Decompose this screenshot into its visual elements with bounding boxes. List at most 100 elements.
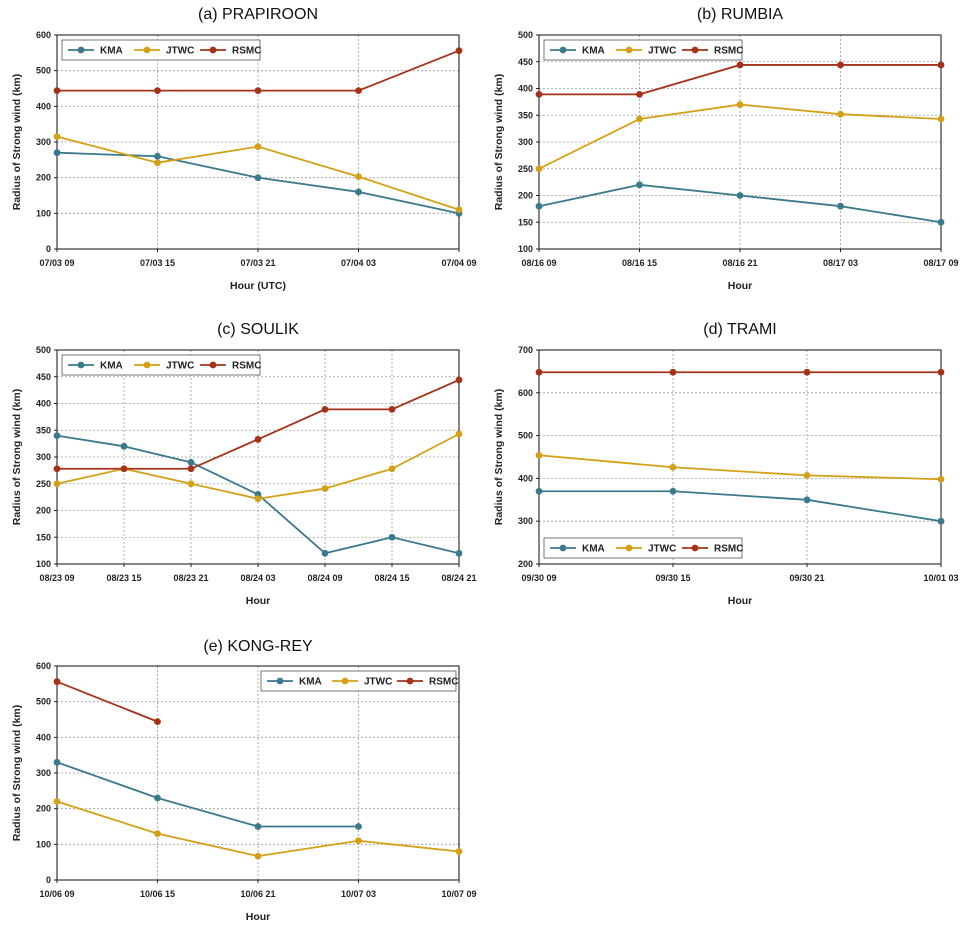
legend-swatch-marker [209, 46, 217, 54]
x-tick-label: 08/16 21 [722, 258, 757, 268]
legend-box [543, 39, 743, 61]
x-axis-label: Hour [728, 280, 753, 292]
y-axis-label: Radius of Strong wind (km) [11, 389, 23, 526]
x-tick-label: 09/30 15 [655, 573, 690, 583]
x-tick-label: 07/03 15 [140, 258, 175, 268]
series-kma [53, 149, 463, 217]
data-point [669, 463, 677, 471]
data-point [254, 143, 262, 151]
data-point [154, 794, 161, 802]
y-tick-label: 100 [518, 244, 533, 254]
data-point [455, 430, 463, 438]
legend-label: JTWC [648, 544, 676, 555]
legend-box [260, 670, 457, 692]
series-jtwc [53, 798, 463, 860]
y-tick-label: 350 [36, 425, 51, 435]
legend-label: JTWC [364, 677, 392, 688]
x-tick-label: 08/24 09 [307, 573, 342, 583]
y-tick-label: 150 [36, 532, 51, 542]
y-tick-label: 200 [36, 173, 51, 183]
x-tick-label: 08/16 09 [521, 258, 556, 268]
data-point [837, 61, 844, 69]
data-point [53, 87, 61, 95]
legend-swatch-marker [143, 46, 151, 54]
x-tick-label: 09/30 21 [789, 573, 824, 583]
legend-label: KMA [100, 361, 123, 372]
data-point [53, 480, 61, 488]
data-point [154, 87, 161, 95]
data-point [636, 115, 643, 123]
y-tick-label: 600 [518, 388, 533, 398]
legend-label: RSMC [714, 46, 743, 57]
chart-title: (d) TRAMI [703, 321, 776, 338]
legend-box [543, 537, 743, 559]
legend-label: JTWC [648, 46, 676, 57]
legend-label: KMA [299, 677, 322, 688]
y-tick-label: 250 [518, 164, 533, 174]
data-point [254, 852, 262, 860]
legend-label: KMA [582, 46, 605, 57]
legend-swatch-marker [691, 544, 699, 552]
x-tick-label: 08/23 21 [173, 573, 208, 583]
legend-box [61, 354, 261, 376]
y-tick-label: 200 [36, 506, 51, 516]
series-jtwc [53, 133, 463, 214]
y-tick-label: 100 [36, 559, 51, 569]
legend: KMA JTWC RSMC [61, 354, 261, 376]
y-tick-label: 400 [36, 101, 51, 111]
data-point [803, 368, 811, 376]
series-kma [53, 432, 463, 557]
x-tick-label: 10/07 09 [441, 889, 476, 899]
chart-panel-4: (e) KONG-REY 0 100 200 300 400 500 600 10/06 09 1… [11, 638, 477, 923]
data-point [53, 432, 61, 439]
series-jtwc [535, 101, 945, 173]
x-tick-label: 07/03 09 [39, 258, 74, 268]
x-tick-label: 10/06 21 [240, 889, 275, 899]
data-point [254, 174, 262, 182]
data-point [53, 758, 61, 766]
legend-label: KMA [582, 544, 605, 555]
y-axis-label: Radius of Strong wind (km) [11, 705, 23, 842]
data-point [736, 192, 744, 199]
chart-title: (c) SOULIK [217, 321, 299, 338]
data-point [535, 487, 543, 495]
x-tick-label: 10/01 03 [923, 573, 958, 583]
legend-swatch-marker [341, 677, 349, 685]
data-point [154, 159, 161, 167]
data-point [535, 368, 543, 376]
data-point [535, 90, 543, 98]
legend-swatch-marker [209, 361, 217, 369]
x-tick-label: 07/04 03 [341, 258, 376, 268]
y-tick-label: 450 [518, 57, 533, 67]
data-point [937, 475, 945, 483]
data-point [535, 165, 543, 173]
x-tick-label: 10/06 09 [39, 889, 74, 899]
chart-title: (a) PRAPIROON [198, 6, 318, 23]
y-tick-label: 250 [36, 479, 51, 489]
legend-label: RSMC [232, 361, 261, 372]
y-tick-label: 100 [36, 839, 51, 849]
data-point [321, 485, 329, 492]
x-axis-label: Hour (UTC) [230, 280, 286, 292]
data-point [803, 472, 811, 479]
series-kma [53, 758, 362, 830]
y-tick-label: 400 [36, 732, 51, 742]
y-tick-label: 400 [36, 399, 51, 409]
data-point [187, 480, 195, 488]
data-point [154, 830, 161, 838]
x-axis-label: Hour [246, 595, 271, 607]
legend-swatch-marker [559, 46, 567, 54]
data-point [388, 533, 396, 541]
data-point [535, 451, 543, 459]
data-point [254, 87, 262, 95]
x-tick-label: 08/24 03 [240, 573, 275, 583]
chart-panel-2: (c) SOULIK 100 150 200 250 300 350 400 450 500 08/… [11, 321, 477, 607]
data-point [937, 218, 945, 226]
legend-swatch-marker [77, 361, 85, 369]
y-tick-label: 300 [36, 137, 51, 147]
y-tick-label: 700 [518, 345, 533, 355]
data-point [53, 133, 61, 141]
x-tick-label: 10/06 15 [140, 889, 175, 899]
y-tick-label: 300 [36, 452, 51, 462]
